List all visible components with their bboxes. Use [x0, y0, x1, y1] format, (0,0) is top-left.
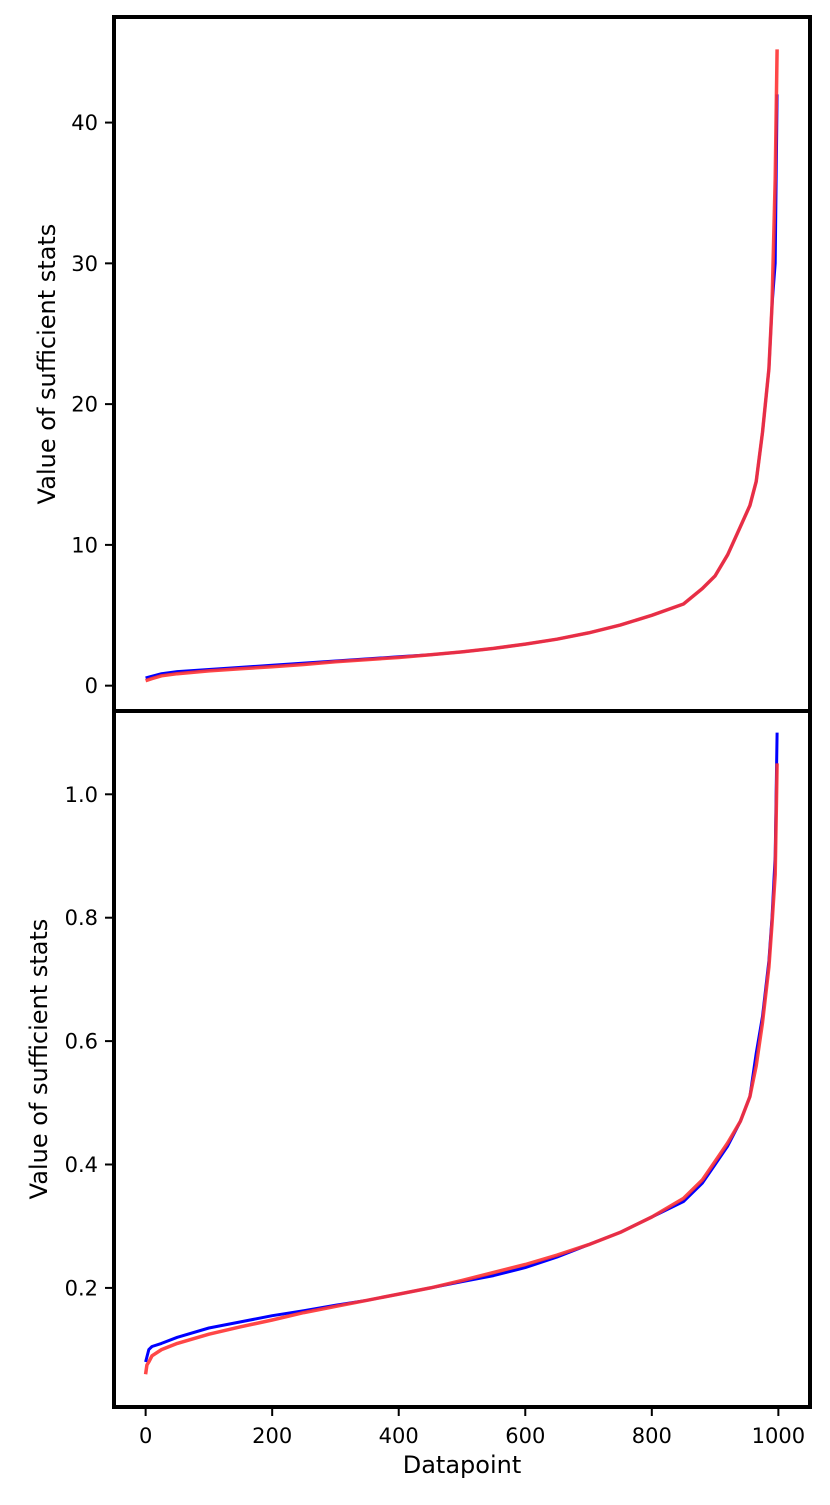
- y-tick-label: 0.2: [65, 1276, 98, 1300]
- x-axis-label: Datapoint: [403, 1451, 522, 1479]
- y-tick-label: 20: [71, 393, 98, 417]
- bottom-panel: 0.2 0.4 0.6 0.8 1.0 0 200 400 600 800 1000 Value …: [25, 709, 812, 1479]
- top-panel-y-ticks: 0 10 20 30 40: [71, 111, 114, 698]
- x-tick-label: 400: [379, 1424, 419, 1448]
- bottom-panel-y-ticks: 0.2 0.4 0.6 0.8 1.0: [65, 783, 114, 1300]
- y-tick-label: 0.4: [65, 1153, 98, 1177]
- y-tick-label: 40: [71, 111, 98, 135]
- bottom-panel-series: [143, 732, 779, 1375]
- bottom-series-red-line: [143, 763, 779, 1375]
- x-tick-label: 800: [632, 1424, 672, 1448]
- y-tick-label: 30: [71, 252, 98, 276]
- x-tick-label: 1000: [752, 1424, 805, 1448]
- y-tick-label: 1.0: [65, 783, 98, 807]
- x-tick-label: 600: [505, 1424, 545, 1448]
- x-tick-label: 0: [139, 1424, 152, 1448]
- x-tick-label: 200: [252, 1424, 292, 1448]
- top-series-blue-line: [145, 94, 779, 680]
- y-tick-label: 0.8: [65, 906, 98, 930]
- top-series-red-line: [145, 49, 779, 683]
- bottom-panel-x-ticks: 0 200 400 600 800 1000: [139, 1407, 805, 1448]
- top-panel: 0 10 20 30 40 Value of sufficient stats: [33, 15, 812, 713]
- top-panel-y-axis-label: Value of sufficient stats: [33, 224, 61, 505]
- top-panel-series: [145, 49, 779, 683]
- bottom-series-blue-line: [144, 732, 779, 1363]
- y-tick-label: 0: [85, 674, 98, 698]
- y-tick-label: 10: [71, 533, 98, 557]
- bottom-panel-y-axis-label: Value of sufficient stats: [25, 919, 53, 1200]
- y-tick-label: 0.6: [65, 1030, 98, 1054]
- top-panel-frame: [112, 15, 812, 713]
- bottom-panel-frame: [112, 709, 812, 1409]
